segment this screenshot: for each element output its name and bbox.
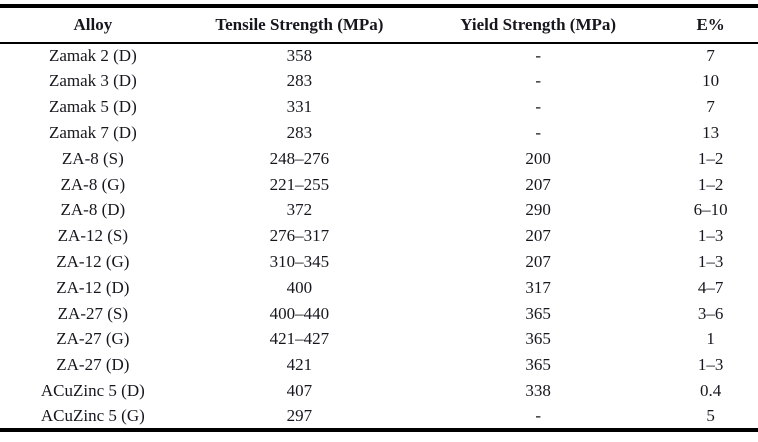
table-cell: ACuZinc 5 (D) bbox=[40, 380, 145, 400]
table-cell: - bbox=[535, 405, 541, 425]
alloy-properties-table: Alloy Tensile Strength (MPa) Yield Stren… bbox=[0, 4, 758, 432]
table-cell: 1–3 bbox=[697, 226, 724, 246]
table-cell: Zamak 2 (D) bbox=[48, 46, 137, 66]
table-row: ZA-8 (S) 248–276 200 1–2 bbox=[0, 146, 758, 172]
table-cell: ACuZinc 5 (G) bbox=[40, 405, 145, 425]
table-cell: - bbox=[535, 122, 541, 142]
table-cell: Zamak 5 (D) bbox=[48, 97, 137, 117]
table-cell: ZA-8 (G) bbox=[60, 174, 126, 194]
table-body: Zamak 2 (D) 358 - 7 Zamak 3 (D) 283 - 10 Zamak 5… bbox=[0, 43, 758, 430]
table-cell: 310–345 bbox=[269, 251, 330, 271]
table-cell: 7 bbox=[706, 46, 715, 66]
table-row: ACuZinc 5 (D) 407 338 0.4 bbox=[0, 378, 758, 404]
table-cell: - bbox=[535, 46, 541, 66]
table-cell: ZA-27 (G) bbox=[56, 329, 130, 349]
table-cell: 283 bbox=[286, 122, 313, 142]
table-header-row: Alloy Tensile Strength (MPa) Yield Stren… bbox=[0, 6, 758, 43]
table-row: ZA-8 (D) 372 290 6–10 bbox=[0, 198, 758, 224]
table-cell: 3–6 bbox=[697, 303, 724, 323]
table-cell: 7 bbox=[706, 97, 715, 117]
table-cell: 358 bbox=[286, 46, 313, 66]
table-cell: 4–7 bbox=[697, 277, 724, 297]
table-cell: 331 bbox=[286, 97, 313, 117]
table-cell: 207 bbox=[525, 251, 551, 271]
table-cell: 13 bbox=[702, 122, 720, 142]
table-cell: 407 bbox=[286, 380, 313, 400]
column-header-elongation: E% bbox=[696, 15, 725, 34]
table-cell: 221–255 bbox=[269, 174, 330, 194]
table-cell: 6–10 bbox=[693, 200, 728, 220]
table-cell: 200 bbox=[525, 148, 551, 168]
column-header-tensile-strength: Tensile Strength (MPa) bbox=[215, 15, 384, 34]
table-cell: 207 bbox=[525, 226, 551, 246]
table-cell: 1–2 bbox=[697, 148, 724, 168]
table-cell: 400–440 bbox=[269, 303, 330, 323]
table-cell: 372 bbox=[286, 200, 313, 220]
table-cell: ZA-8 (S) bbox=[61, 148, 124, 168]
table-cell: ZA-27 (S) bbox=[57, 303, 129, 323]
table-cell: 365 bbox=[525, 329, 551, 349]
table-row: ZA-27 (D) 421 365 1–3 bbox=[0, 353, 758, 379]
table-row: ZA-12 (S) 276–317 207 1–3 bbox=[0, 224, 758, 250]
table-cell: Zamak 3 (D) bbox=[48, 71, 137, 91]
table-cell: 290 bbox=[525, 200, 551, 220]
table-cell: 1–3 bbox=[697, 251, 724, 271]
table-row: ZA-27 (S) 400–440 365 3–6 bbox=[0, 301, 758, 327]
table-cell: 297 bbox=[286, 405, 313, 425]
table-cell: 1 bbox=[706, 329, 715, 349]
table-cell: 338 bbox=[525, 380, 551, 400]
table-cell: 317 bbox=[525, 277, 551, 297]
table-row: ZA-12 (D) 400 317 4–7 bbox=[0, 275, 758, 301]
table-cell: ZA-27 (D) bbox=[56, 355, 130, 375]
table-row: ZA-27 (G) 421–427 365 1 bbox=[0, 327, 758, 353]
table-cell: 207 bbox=[525, 174, 551, 194]
table-row: Zamak 3 (D) 283 - 10 bbox=[0, 69, 758, 95]
column-header-alloy: Alloy bbox=[73, 15, 113, 34]
table-cell: ZA-12 (D) bbox=[56, 277, 130, 297]
table-cell: 365 bbox=[525, 355, 551, 375]
table-row: Zamak 5 (D) 331 - 7 bbox=[0, 95, 758, 121]
table-header: Alloy Tensile Strength (MPa) Yield Stren… bbox=[0, 6, 758, 43]
table-cell: 283 bbox=[286, 71, 313, 91]
table-row: Zamak 7 (D) 283 - 13 bbox=[0, 120, 758, 146]
table-cell: - bbox=[535, 71, 541, 91]
table-cell: ZA-12 (S) bbox=[57, 226, 129, 246]
table-cell: 10 bbox=[702, 71, 720, 91]
table-cell: 248–276 bbox=[269, 148, 330, 168]
table-row: ZA-8 (G) 221–255 207 1–2 bbox=[0, 172, 758, 198]
column-header-yield-strength: Yield Strength (MPa) bbox=[460, 15, 617, 34]
table-cell: 276–317 bbox=[269, 226, 330, 246]
table-cell: ZA-8 (D) bbox=[60, 200, 126, 220]
table-cell: Zamak 7 (D) bbox=[48, 122, 137, 142]
table-row: ACuZinc 5 (G) 297 - 5 bbox=[0, 404, 758, 430]
table-cell: 1–2 bbox=[697, 174, 724, 194]
table-cell: 1–3 bbox=[697, 355, 724, 375]
table-cell: 421 bbox=[286, 355, 313, 375]
table-cell: 5 bbox=[706, 405, 715, 425]
table-cell: 365 bbox=[525, 303, 551, 323]
table-row: ZA-12 (G) 310–345 207 1–3 bbox=[0, 249, 758, 275]
table-cell: ZA-12 (G) bbox=[56, 251, 130, 271]
table-cell: 0.4 bbox=[699, 380, 722, 400]
table-row: Zamak 2 (D) 358 - 7 bbox=[0, 43, 758, 69]
table-cell: - bbox=[535, 97, 541, 117]
table-cell: 400 bbox=[286, 277, 313, 297]
table-cell: 421–427 bbox=[269, 329, 330, 349]
